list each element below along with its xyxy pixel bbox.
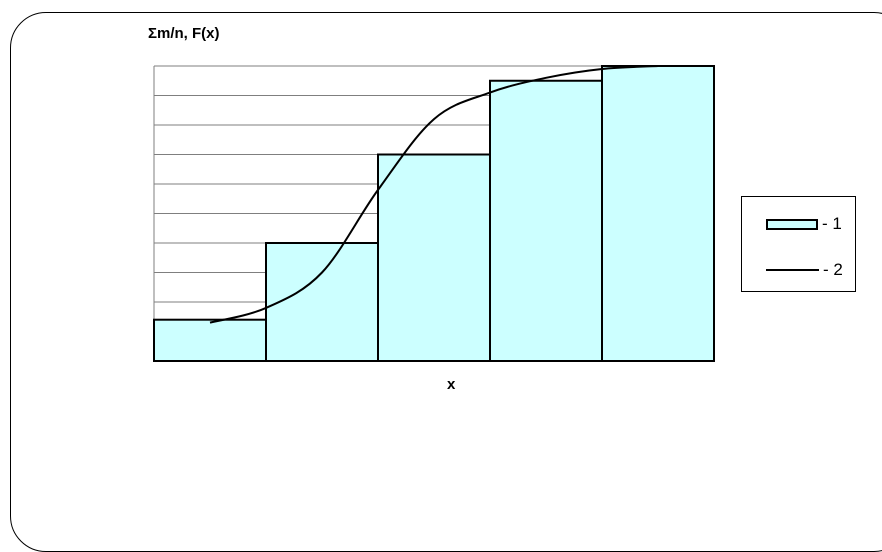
line-series (209, 65, 659, 324)
chart-legend: - 1 - 2 (741, 196, 856, 292)
legend-label-bars: - 1 (822, 214, 842, 233)
bar-2 (265, 242, 379, 362)
bar-1 (153, 318, 267, 363)
y-axis-label: Σm/n, F(x) (148, 25, 220, 42)
bar-5 (601, 65, 715, 362)
legend-item-bars: - 1 (766, 214, 842, 234)
cdf-curve (209, 65, 659, 324)
legend-bar-swatch (766, 218, 818, 230)
legend-item-line: - 2 (766, 260, 843, 280)
legend-label-line: - 2 (823, 260, 843, 279)
legend-line-swatch (766, 269, 819, 271)
chart-plot-area (153, 65, 715, 363)
bar-4 (489, 79, 603, 362)
bar-3 (377, 153, 491, 362)
x-axis-label: x (447, 376, 456, 393)
bar-series (153, 65, 715, 363)
